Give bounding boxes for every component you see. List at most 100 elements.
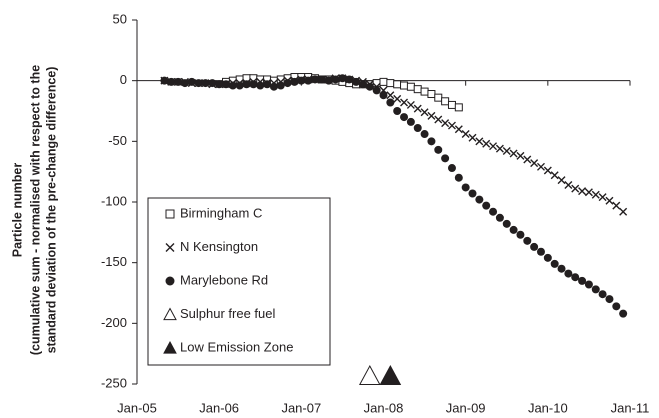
point [311,75,320,84]
point [530,159,539,168]
point [393,107,402,115]
point [372,79,381,88]
point [564,181,573,190]
point [256,81,265,90]
point [434,145,443,154]
point [509,149,518,158]
point [495,213,504,222]
point [228,81,237,90]
point [427,90,436,99]
point [290,77,299,86]
point [413,85,422,94]
point [557,264,566,273]
point [495,144,504,153]
y-tick-label: -250 [101,375,127,390]
point [536,247,545,256]
point [331,75,340,84]
point [263,80,272,89]
legend-marker [163,340,177,354]
point [516,230,525,239]
x-tick-label: Jan-07 [281,400,321,415]
point [379,77,388,86]
point [584,280,593,289]
legend-marker [165,276,175,286]
legend-label: N Kensington [180,239,258,254]
y-axis-title-line: Particle number [10,163,24,258]
point [317,75,326,84]
point [324,76,333,85]
point [475,137,484,146]
point [352,77,361,86]
point [591,190,600,199]
point [379,91,388,100]
point [406,100,415,109]
y-tick-label: -150 [101,254,127,269]
point [598,193,607,202]
point [454,125,463,134]
y-tick-label: 50 [113,11,127,26]
point [598,290,607,299]
y-tick-label: 0 [120,72,127,87]
y-axis-title: Particle number (cumulative sum - normal… [10,65,58,355]
x-tick-label: Jan-08 [364,400,404,415]
point [406,117,415,126]
point [386,98,395,107]
point [612,201,621,210]
point [372,86,381,95]
point [283,79,292,88]
y-axis-title-line: standard deviation of the pre-change dif… [44,67,58,354]
point [461,130,470,139]
point [180,79,189,88]
point [523,155,532,164]
point [454,173,463,182]
point [194,79,203,88]
point [345,75,354,84]
legend-marker [163,307,177,321]
point [406,82,415,91]
point [502,147,511,156]
event-marker [358,364,381,385]
point [386,79,395,88]
point [516,151,525,160]
point [557,176,566,185]
point [249,80,258,89]
point [297,76,306,85]
point [578,187,587,196]
point [619,207,628,216]
point [400,98,409,107]
point [454,103,463,112]
point [461,183,470,192]
point [441,97,450,106]
x-tick-label: Jan-10 [528,400,568,415]
legend-marker [165,209,175,219]
point [242,80,251,89]
x-tick-label: Jan-06 [199,400,239,415]
point [400,81,409,90]
x-tick-label: Jan-05 [117,400,157,415]
point [413,104,422,113]
point [584,188,593,197]
point [269,82,278,91]
point [441,119,450,128]
point [543,253,552,262]
point [160,76,169,85]
point [447,121,456,130]
point [468,133,477,142]
point [174,77,183,86]
point [482,139,491,148]
event-marker [379,364,402,385]
legend-label: Low Emission Zone [180,339,293,354]
legend-marker [165,243,175,252]
point [605,196,614,205]
point [530,242,539,251]
legend-label: Birmingham C [180,205,262,220]
point [571,184,580,193]
y-axis-title-line: (cumulative sum - normalised with respec… [28,65,42,355]
legend-box [147,197,331,366]
point [502,219,511,228]
y-tick-label: -100 [101,193,127,208]
point [509,225,518,234]
point [393,80,402,89]
point [550,171,559,180]
